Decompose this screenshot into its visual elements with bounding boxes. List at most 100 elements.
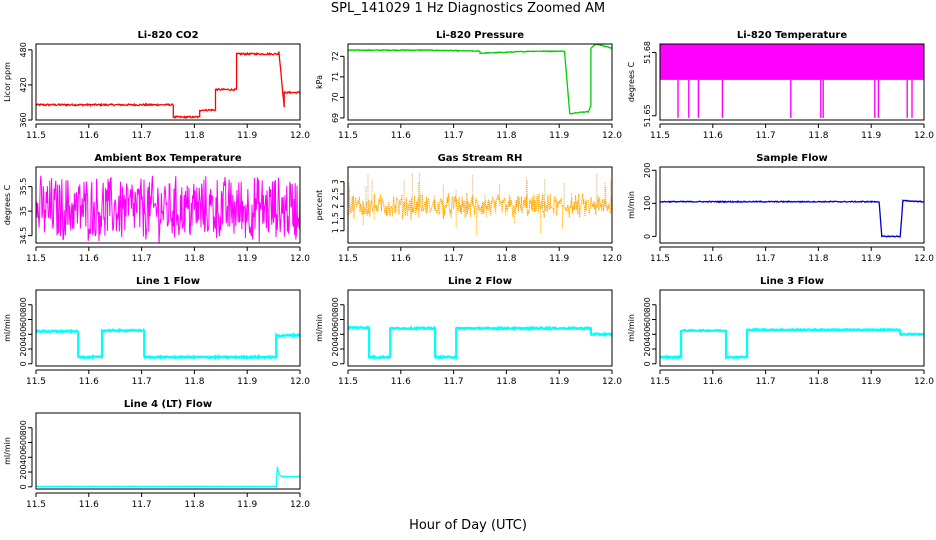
x-tick-label: 12.0 <box>290 500 310 510</box>
y-tick-label: 100 <box>643 196 652 211</box>
x-tick-label: 11.7 <box>132 377 152 387</box>
y-axis-label: ml/min <box>315 314 324 342</box>
x-tick-label: 11.9 <box>237 377 257 387</box>
y-tick-label: 200 <box>19 464 28 479</box>
y-axis-label: ml/min <box>627 314 636 342</box>
y-tick-label: 0 <box>331 361 340 366</box>
y-tick-label: 35.5 <box>19 178 28 196</box>
chart-panel: Line 1 Flow 11.5 11.6 11.7 11.8 11.9 12.0 0 2004… <box>3 276 310 387</box>
x-tick-label: 11.9 <box>861 377 881 387</box>
plot-frame <box>35 412 301 490</box>
x-tick-label: 11.6 <box>79 131 99 141</box>
x-tick-label: 11.5 <box>26 377 46 387</box>
series-line <box>36 466 300 488</box>
y-tick-label: 480 <box>19 42 28 57</box>
x-tick-label: 11.7 <box>756 377 776 387</box>
y-tick-label: 0 <box>643 361 652 366</box>
y-tick-label: 600 <box>19 435 28 450</box>
data-layer <box>36 466 300 488</box>
plot-frame <box>659 166 925 244</box>
x-tick-label: 11.5 <box>650 377 670 387</box>
x-tick-label: 11.9 <box>237 254 257 264</box>
x-tick-label: 11.6 <box>79 500 99 510</box>
y-tick-label: 400 <box>331 327 340 342</box>
plot-frame <box>347 289 613 367</box>
y-tick-label: 70 <box>331 92 340 102</box>
data-layer <box>36 327 300 361</box>
x-tick-label: 11.8 <box>496 377 516 387</box>
y-tick-label: 200 <box>643 163 652 178</box>
x-tick-label: 11.8 <box>496 254 516 264</box>
y-tick-label: 420 <box>19 77 28 92</box>
y-tick-label: 1 <box>331 228 340 233</box>
y-tick-label: 51.68 <box>643 41 652 64</box>
series-band <box>660 44 924 80</box>
x-tick-label: 11.6 <box>391 254 411 264</box>
data-layer <box>36 175 300 243</box>
y-tick-label: 0 <box>19 484 28 489</box>
x-tick-label: 11.8 <box>184 500 204 510</box>
chart-panel: Li-820 Temperature 11.5 11.6 11.7 11.8 11.9 12… <box>627 30 934 141</box>
series-line <box>36 327 300 361</box>
data-layer <box>36 51 300 120</box>
y-tick-label: 3 <box>331 179 340 184</box>
x-tick-label: 11.8 <box>184 377 204 387</box>
x-tick-label: 11.8 <box>184 131 204 141</box>
x-tick-label: 11.6 <box>703 377 723 387</box>
y-tick-label: 200 <box>331 341 340 356</box>
series-line <box>36 175 300 243</box>
y-tick-label: 800 <box>19 297 28 312</box>
panel-title: Line 3 Flow <box>760 276 824 287</box>
x-tick-label: 11.5 <box>338 377 358 387</box>
y-axis-label: Licor ppm <box>3 62 12 102</box>
chart-panel: Li-820 CO2 11.5 11.6 11.7 11.8 11.9 12.0 360 420… <box>3 30 310 141</box>
plot-frame <box>35 43 301 121</box>
x-tick-label: 11.7 <box>132 500 152 510</box>
data-layer <box>348 44 612 115</box>
x-tick-label: 12.0 <box>914 131 934 141</box>
chart-panel: Line 2 Flow 11.5 11.6 11.7 11.8 11.9 12.0 0 2004… <box>315 276 622 387</box>
y-tick-label: 600 <box>331 312 340 327</box>
y-tick-label: 69 <box>331 113 340 123</box>
chart-panel: Li-820 Pressure 11.5 11.6 11.7 11.8 11.9 12.0 6… <box>315 30 622 141</box>
x-tick-label: 11.8 <box>808 254 828 264</box>
panel-title: Li-820 Pressure <box>436 30 524 41</box>
y-tick-label: 1.5 <box>331 212 340 225</box>
x-tick-label: 12.0 <box>290 254 310 264</box>
panel-title: Sample Flow <box>756 153 828 164</box>
x-tick-label: 11.9 <box>549 131 569 141</box>
panel-title: Gas Stream RH <box>438 153 523 164</box>
x-tick-label: 11.6 <box>703 254 723 264</box>
chart-panel: Ambient Box Temperature 11.5 11.6 11.7 11.8 1… <box>3 153 310 264</box>
y-tick-label: 400 <box>643 327 652 342</box>
series-line <box>348 325 612 360</box>
plot-frame <box>35 166 301 244</box>
x-tick-label: 11.9 <box>549 254 569 264</box>
x-tick-label: 11.5 <box>26 500 46 510</box>
y-axis-label: ml/min <box>627 191 636 219</box>
x-tick-label: 11.6 <box>391 377 411 387</box>
y-tick-label: 35 <box>19 206 28 216</box>
x-tick-label: 11.7 <box>132 254 152 264</box>
y-tick-label: 800 <box>331 297 340 312</box>
y-tick-label: 2.5 <box>331 188 340 201</box>
x-tick-label: 11.8 <box>184 254 204 264</box>
plot-frame <box>659 43 925 121</box>
y-tick-label: 800 <box>19 420 28 435</box>
y-tick-label: 2 <box>331 204 340 209</box>
x-tick-label: 11.9 <box>237 500 257 510</box>
y-tick-label: 400 <box>19 450 28 465</box>
x-tick-label: 12.0 <box>914 254 934 264</box>
y-tick-label: 51.65 <box>643 104 652 127</box>
y-tick-label: 200 <box>19 341 28 356</box>
page-title: SPL_141029 1 Hz Diagnostics Zoomed AM <box>330 1 606 16</box>
y-axis-label: percent <box>315 190 324 221</box>
x-tick-label: 11.5 <box>338 131 358 141</box>
panel-title: Li-820 Temperature <box>737 30 847 41</box>
panel-title: Ambient Box Temperature <box>94 153 241 164</box>
x-tick-label: 11.5 <box>650 131 670 141</box>
series-line <box>36 51 300 120</box>
series-line <box>348 192 612 220</box>
x-tick-label: 12.0 <box>914 377 934 387</box>
x-tick-label: 12.0 <box>290 131 310 141</box>
